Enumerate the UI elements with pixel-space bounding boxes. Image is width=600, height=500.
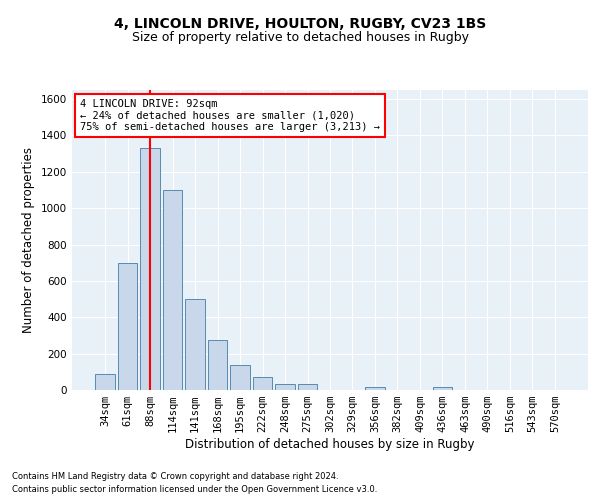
- Text: Contains public sector information licensed under the Open Government Licence v3: Contains public sector information licen…: [12, 485, 377, 494]
- Bar: [95, 374, 115, 390]
- Y-axis label: Number of detached properties: Number of detached properties: [22, 147, 35, 333]
- Bar: [365, 388, 385, 390]
- Text: Contains HM Land Registry data © Crown copyright and database right 2024.: Contains HM Land Registry data © Crown c…: [12, 472, 338, 481]
- Text: 4 LINCOLN DRIVE: 92sqm
← 24% of detached houses are smaller (1,020)
75% of semi-: 4 LINCOLN DRIVE: 92sqm ← 24% of detached…: [80, 99, 380, 132]
- Bar: [208, 340, 227, 390]
- Bar: [118, 262, 137, 390]
- Bar: [433, 388, 452, 390]
- Bar: [275, 384, 295, 390]
- Text: 4, LINCOLN DRIVE, HOULTON, RUGBY, CV23 1BS: 4, LINCOLN DRIVE, HOULTON, RUGBY, CV23 1…: [114, 18, 486, 32]
- Bar: [140, 148, 160, 390]
- Bar: [230, 366, 250, 390]
- Bar: [298, 384, 317, 390]
- X-axis label: Distribution of detached houses by size in Rugby: Distribution of detached houses by size …: [185, 438, 475, 451]
- Bar: [185, 299, 205, 390]
- Bar: [253, 378, 272, 390]
- Bar: [163, 190, 182, 390]
- Text: Size of property relative to detached houses in Rugby: Size of property relative to detached ho…: [131, 31, 469, 44]
